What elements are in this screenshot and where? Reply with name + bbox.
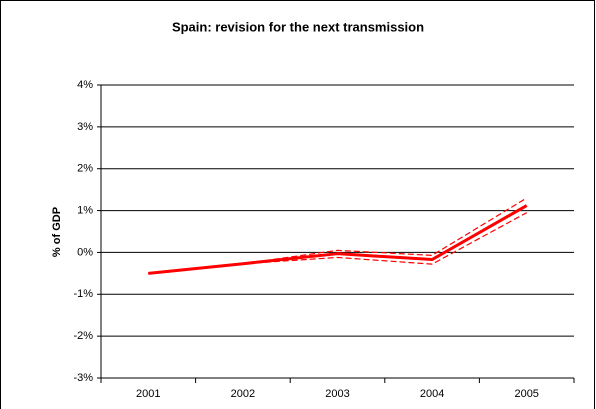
y-tick-label: -3%: [73, 372, 93, 384]
y-tick-label: 2%: [77, 163, 93, 175]
y-tick-label: -1%: [73, 288, 93, 300]
y-tick-label: -2%: [73, 330, 93, 342]
y-axis-label: % of GDP: [51, 207, 63, 257]
x-tick-label: 2001: [136, 388, 160, 400]
y-tick-label: 1%: [77, 204, 93, 216]
x-tick-label: 2004: [420, 388, 444, 400]
y-tick-label: 3%: [77, 121, 93, 133]
x-tick-label: 2003: [325, 388, 349, 400]
y-tick-label: 0%: [77, 246, 93, 258]
x-tick-label: 2005: [514, 388, 538, 400]
x-tick-label: 2002: [231, 388, 255, 400]
y-tick-label: 4%: [77, 79, 93, 91]
chart-title: Spain: revision for the next transmissio…: [172, 19, 424, 34]
dashed-line: [148, 212, 527, 274]
